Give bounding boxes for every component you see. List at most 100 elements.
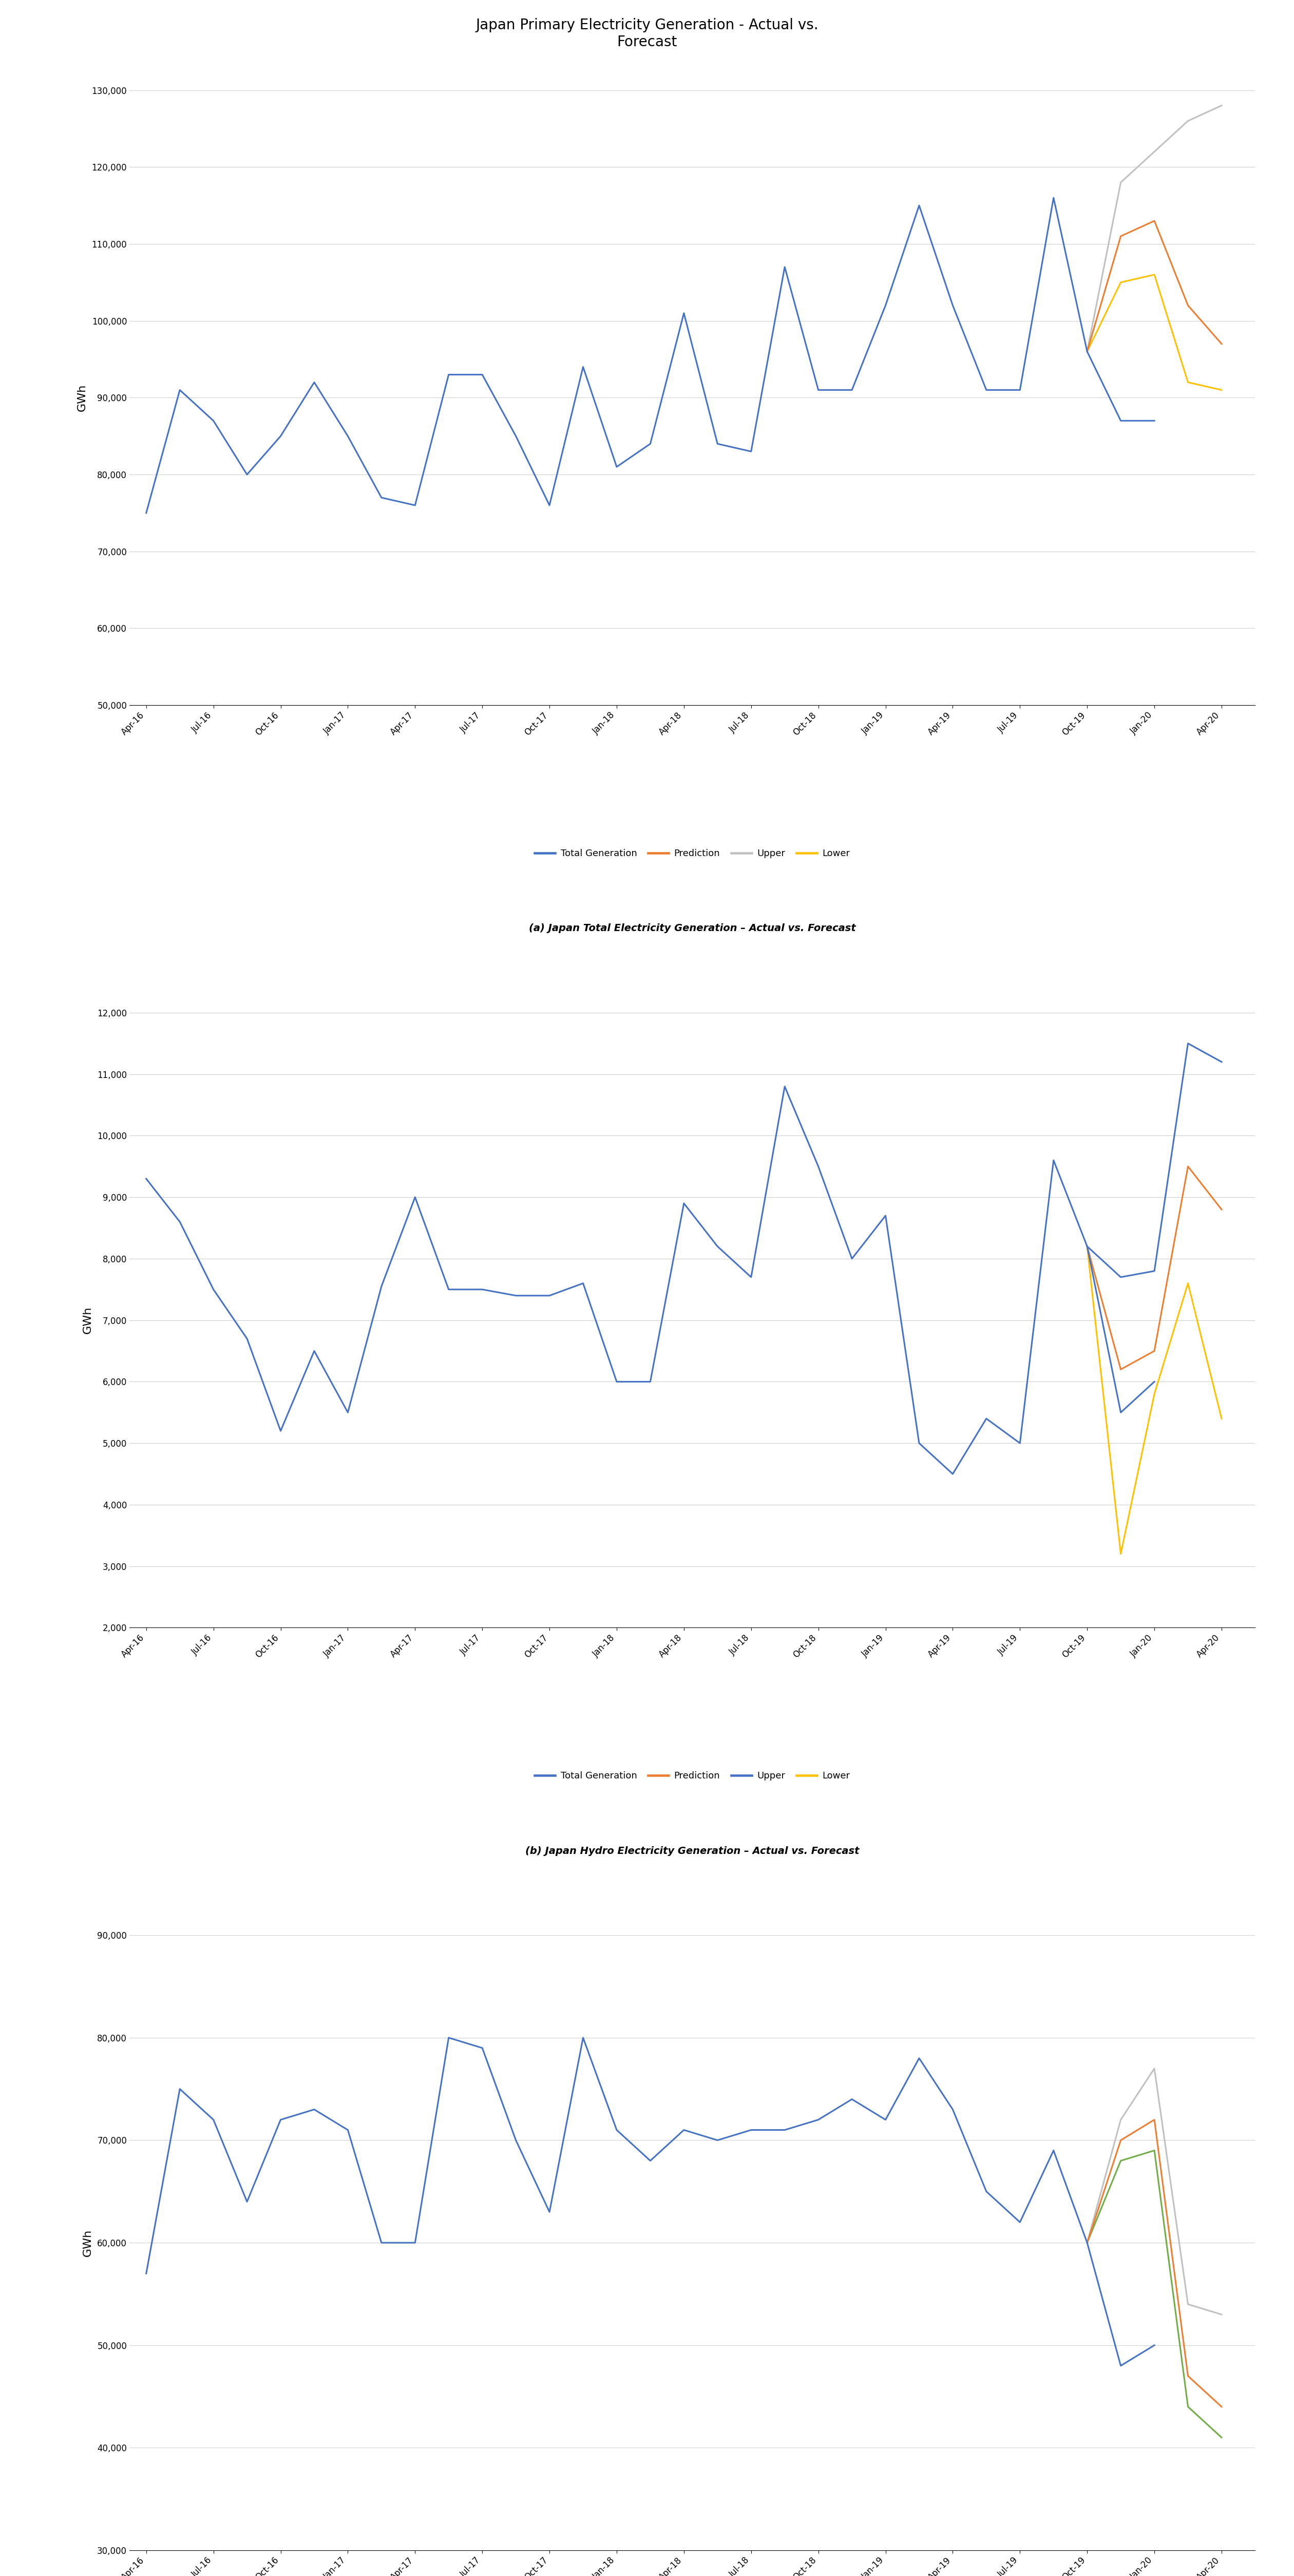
Prediction: [1214, 327, 1229, 358]
Total Generation: [273, 1414, 289, 1445]
Total Generation: [978, 1404, 994, 1435]
Prediction: [1113, 222, 1128, 252]
Line: Lower: Lower: [1087, 2151, 1222, 2437]
Prediction: [1214, 1195, 1229, 1226]
Total Generation: [239, 1324, 255, 1355]
Total Generation: [576, 1267, 591, 1298]
Total Generation: [877, 1200, 893, 1231]
Text: (b) Japan Hydro Electricity Generation – Actual vs. Forecast: (b) Japan Hydro Electricity Generation –…: [525, 1847, 859, 1855]
Total Generation: [978, 374, 994, 404]
Legend: Total Generation, Prediction, Upper, Lower: Total Generation, Prediction, Upper, Low…: [531, 1767, 854, 1785]
Upper: [1079, 2228, 1095, 2259]
Total Generation: [877, 291, 893, 322]
Total Generation: [1113, 404, 1128, 435]
Line: Upper: Upper: [1087, 1043, 1222, 1278]
Total Generation: [1012, 374, 1027, 404]
Total Generation: [542, 489, 558, 520]
Total Generation: [1079, 2228, 1095, 2259]
Text: (a) Japan Total Electricity Generation – Actual vs. Forecast: (a) Japan Total Electricity Generation –…: [529, 925, 855, 933]
Upper: [1113, 1262, 1128, 1293]
Total Generation: [1113, 2349, 1128, 2380]
Upper: [1214, 90, 1229, 121]
Line: Prediction: Prediction: [1087, 1167, 1222, 1370]
Line: Upper: Upper: [1087, 106, 1222, 350]
Line: Prediction: Prediction: [1087, 222, 1222, 350]
Line: Prediction: Prediction: [1087, 2120, 1222, 2406]
Total Generation: [844, 2084, 859, 2115]
Total Generation: [138, 497, 154, 528]
Total Generation: [643, 1365, 659, 1396]
Upper: [1113, 2105, 1128, 2136]
Y-axis label: GWh: GWh: [78, 384, 88, 412]
Total Generation: [1046, 2136, 1061, 2166]
Total Generation: [643, 2146, 659, 2177]
Total Generation: [609, 1365, 625, 1396]
Total Generation: [475, 2032, 490, 2063]
Total Generation: [172, 2074, 188, 2105]
Total Generation: [374, 1270, 389, 1301]
Total Generation: [911, 191, 927, 222]
Total Generation: [408, 489, 423, 520]
Upper: [1146, 137, 1162, 167]
Total Generation: [945, 2094, 960, 2125]
Lower: [1180, 2391, 1196, 2421]
Total Generation: [509, 1280, 524, 1311]
Total Generation: [677, 1188, 692, 1218]
Total Generation: [273, 420, 289, 451]
Total Generation: [206, 1275, 221, 1306]
Total Generation: [307, 1334, 322, 1365]
Upper: [1214, 1046, 1229, 1077]
Total Generation: [374, 2228, 389, 2259]
Lower: [1180, 1267, 1196, 1298]
Total Generation: [844, 374, 859, 404]
Prediction: [1180, 291, 1196, 322]
Total Generation: [340, 420, 356, 451]
Total Generation: [138, 2259, 154, 2290]
Total Generation: [239, 459, 255, 489]
Upper: [1214, 2298, 1229, 2329]
Prediction: [1180, 1151, 1196, 1182]
Total Generation: [206, 404, 221, 435]
Prediction: [1113, 2125, 1128, 2156]
Total Generation: [978, 2177, 994, 2208]
Total Generation: [509, 420, 524, 451]
Prediction: [1180, 2360, 1196, 2391]
Prediction: [1146, 2105, 1162, 2136]
Total Generation: [576, 350, 591, 381]
Total Generation: [307, 2094, 322, 2125]
Prediction: [1113, 1355, 1128, 1386]
Lower: [1113, 1538, 1128, 1569]
Total Generation: [609, 2115, 625, 2146]
Upper: [1180, 106, 1196, 137]
Legend: Total Generation, Prediction, Upper, Lower: Total Generation, Prediction, Upper, Low…: [531, 845, 854, 863]
Total Generation: [810, 1151, 826, 1182]
Upper: [1113, 167, 1128, 198]
Total Generation: [677, 2115, 692, 2146]
Total Generation: [1146, 1365, 1162, 1396]
Total Generation: [509, 2125, 524, 2156]
Total Generation: [441, 2022, 457, 2053]
Total Generation: [743, 2115, 758, 2146]
Total Generation: [542, 2197, 558, 2228]
Total Generation: [776, 2115, 792, 2146]
Total Generation: [1012, 2208, 1027, 2239]
Total Generation: [340, 2115, 356, 2146]
Total Generation: [408, 2228, 423, 2259]
Lower: [1180, 366, 1196, 397]
Total Generation: [877, 2105, 893, 2136]
Total Generation: [374, 482, 389, 513]
Total Generation: [1046, 1144, 1061, 1175]
Lower: [1079, 335, 1095, 366]
Total Generation: [273, 2105, 289, 2136]
Total Generation: [475, 358, 490, 389]
Total Generation: [911, 2043, 927, 2074]
Line: Lower: Lower: [1087, 1247, 1222, 1553]
Total Generation: [239, 2187, 255, 2218]
Total Generation: [609, 451, 625, 482]
Prediction: [1214, 2391, 1229, 2421]
Prediction: [1146, 206, 1162, 237]
Total Generation: [945, 1458, 960, 1489]
Prediction: [1146, 1334, 1162, 1365]
Total Generation: [441, 1275, 457, 1306]
Total Generation: [172, 374, 188, 404]
